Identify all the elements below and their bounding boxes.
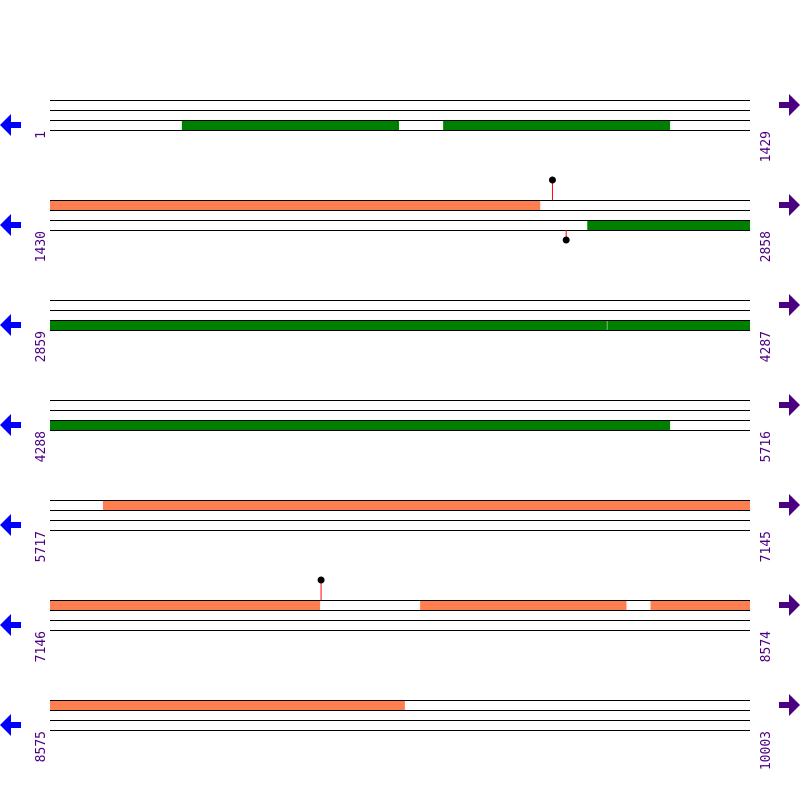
arrow-right-icon[interactable]	[779, 694, 800, 716]
feature-block[interactable]	[587, 220, 750, 230]
end-position-label: 1429	[759, 131, 774, 162]
start-position-label: 1430	[34, 231, 49, 262]
feature-block[interactable]	[650, 600, 750, 610]
end-position-label: 10003	[759, 731, 774, 770]
arrow-right-icon[interactable]	[779, 594, 800, 616]
end-position-label: 7145	[759, 531, 774, 562]
arrow-left-icon[interactable]	[0, 214, 21, 236]
feature-block[interactable]	[50, 700, 405, 710]
start-position-label: 2859	[34, 331, 49, 362]
feature-block[interactable]	[50, 600, 321, 610]
start-position-label: 5717	[34, 531, 49, 562]
marker-head[interactable]	[317, 576, 325, 584]
feature-block[interactable]	[50, 200, 541, 210]
feature-block[interactable]	[181, 120, 400, 130]
feature-block[interactable]	[50, 420, 671, 430]
feature-block[interactable]	[50, 320, 607, 330]
arrow-right-icon[interactable]	[779, 194, 800, 216]
start-position-label: 1	[34, 131, 49, 139]
arrow-left-icon[interactable]	[0, 114, 21, 136]
end-position-label: 2858	[759, 231, 774, 262]
arrow-right-icon[interactable]	[779, 494, 800, 516]
arrow-left-icon[interactable]	[0, 414, 21, 436]
start-position-label: 7146	[34, 631, 49, 662]
start-position-label: 4288	[34, 431, 49, 462]
arrow-right-icon[interactable]	[779, 94, 800, 116]
arrow-left-icon[interactable]	[0, 314, 21, 336]
arrow-left-icon[interactable]	[0, 614, 21, 636]
arrow-right-icon[interactable]	[779, 394, 800, 416]
marker-head[interactable]	[548, 176, 556, 184]
feature-block[interactable]	[443, 120, 671, 130]
start-position-label: 8575	[34, 731, 49, 762]
end-position-label: 8574	[759, 631, 774, 662]
feature-block[interactable]	[102, 500, 751, 510]
feature-block[interactable]	[420, 600, 627, 610]
arrow-left-icon[interactable]	[0, 714, 21, 736]
arrow-right-icon[interactable]	[779, 294, 800, 316]
end-position-label: 5716	[759, 431, 774, 462]
end-position-label: 4287	[759, 331, 774, 362]
arrow-left-icon[interactable]	[0, 514, 21, 536]
feature-block[interactable]	[607, 320, 750, 330]
marker-head[interactable]	[562, 236, 570, 244]
